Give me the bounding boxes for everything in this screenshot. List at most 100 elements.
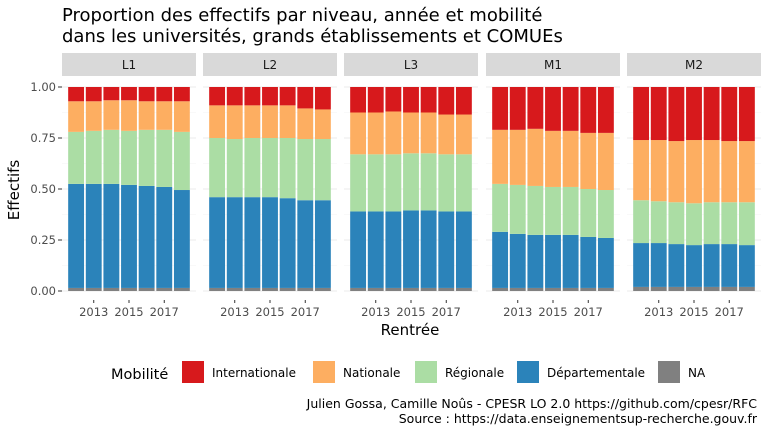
legend-item: Nationale bbox=[313, 361, 400, 383]
bar-segment-nationale bbox=[85, 101, 102, 131]
bar-segment-départementale bbox=[455, 211, 472, 288]
legend-items: Internationale Nationale Régionale Départem… bbox=[182, 361, 706, 383]
bar-segment-na bbox=[173, 287, 190, 291]
facet-strip-label: L3 bbox=[404, 58, 418, 72]
bar-segment-régionale bbox=[686, 203, 702, 246]
bar-segment-régionale bbox=[580, 189, 597, 237]
bar-segment-na bbox=[403, 287, 419, 291]
legend-key bbox=[658, 361, 680, 383]
bar-segment-régionale bbox=[314, 139, 331, 201]
bar-segment-départementale bbox=[279, 198, 296, 288]
panel-L3: L3 2013 2015 2017 bbox=[344, 53, 478, 319]
bar-segment-na bbox=[438, 287, 455, 291]
bar-segment-départementale bbox=[703, 244, 720, 287]
legend-item: Régionale bbox=[415, 361, 504, 383]
bar-segment-nationale bbox=[738, 141, 755, 203]
bar-segment-internationale bbox=[138, 87, 155, 102]
legend-label: Régionale bbox=[445, 366, 504, 380]
legend-label: Internationale bbox=[212, 366, 296, 380]
bar-segment-na bbox=[686, 286, 702, 291]
bar-segment-départementale bbox=[597, 237, 614, 288]
bar-segment-internationale bbox=[297, 87, 314, 109]
bar-segment-na bbox=[138, 287, 155, 291]
bar-segment-na bbox=[562, 287, 579, 291]
bar-segment-régionale bbox=[262, 138, 278, 198]
bar-segment-internationale bbox=[279, 87, 296, 106]
bar-segment-régionale bbox=[279, 138, 296, 199]
bar-segment-nationale bbox=[686, 140, 702, 204]
bar-segment-internationale bbox=[85, 87, 102, 102]
bar-segment-nationale bbox=[403, 112, 419, 154]
bar-segment-na bbox=[650, 286, 667, 291]
y-tick-label: 0.25 bbox=[30, 233, 56, 247]
bar-segment-départementale bbox=[121, 184, 137, 288]
chart-title-line2: dans les universités, grands établisseme… bbox=[62, 26, 563, 47]
bar-segment-internationale bbox=[262, 87, 278, 106]
bar-segment-na bbox=[738, 286, 755, 291]
bar-segment-régionale bbox=[103, 129, 120, 184]
bar-segment-na bbox=[314, 287, 331, 291]
bar-segment-régionale bbox=[121, 130, 137, 185]
bar-segment-na bbox=[244, 287, 261, 291]
bar-segment-internationale bbox=[121, 87, 137, 101]
legend-key bbox=[182, 361, 204, 383]
bar-segment-na bbox=[279, 287, 296, 291]
bar-segment-internationale bbox=[103, 87, 120, 101]
bar-segment-internationale bbox=[403, 87, 419, 113]
bar-segment-régionale bbox=[703, 202, 720, 245]
bar-segment-internationale bbox=[686, 87, 702, 141]
y-tick-label: 0.50 bbox=[30, 182, 56, 196]
x-tick-label: 2013 bbox=[644, 305, 673, 319]
facet-strip bbox=[486, 53, 620, 76]
bar-segment-internationale bbox=[226, 87, 243, 106]
facet-strip bbox=[203, 53, 337, 76]
bar-segment-départementale bbox=[173, 190, 190, 288]
caption-source: Source : https://data.enseignementsup-re… bbox=[399, 411, 758, 426]
legend-title: Mobilité bbox=[111, 367, 168, 383]
bar-segment-départementale bbox=[492, 231, 509, 288]
bar-segment-internationale bbox=[455, 87, 472, 115]
bar-segment-départementale bbox=[138, 185, 155, 288]
bar-segment-internationale bbox=[173, 87, 190, 102]
bar-segment-internationale bbox=[545, 87, 561, 131]
bar-segment-régionale bbox=[297, 139, 314, 201]
x-tick-label: 2013 bbox=[79, 305, 108, 319]
bar-segment-na bbox=[455, 287, 472, 291]
bar-segment-régionale bbox=[226, 139, 243, 198]
bar-segment-régionale bbox=[633, 200, 650, 244]
bar-segment-régionale bbox=[492, 183, 509, 232]
bar-segment-nationale bbox=[597, 132, 614, 191]
bar-segment-na bbox=[527, 287, 544, 291]
bar-segment-régionale bbox=[385, 154, 402, 212]
bar-segment-nationale bbox=[121, 100, 137, 131]
x-axis-title: Rentrée bbox=[381, 321, 440, 339]
bar-segment-régionale bbox=[138, 129, 155, 186]
bar-segment-nationale bbox=[385, 111, 402, 155]
bar-segment-nationale bbox=[350, 112, 367, 155]
bar-segment-internationale bbox=[385, 87, 402, 112]
bar-segment-régionale bbox=[85, 130, 102, 184]
facet-strip-label: M1 bbox=[544, 58, 562, 72]
x-tick-label: 2017 bbox=[291, 305, 320, 319]
bar-segment-régionale bbox=[367, 154, 384, 212]
bar-segment-nationale bbox=[562, 130, 579, 187]
bar-segment-na bbox=[367, 287, 384, 291]
caption-credits: Julien Gossa, Camille Noûs - CPESR LO 2.… bbox=[306, 396, 758, 411]
panel-L1: L1 2013 2015 2017 bbox=[62, 53, 196, 319]
facet-strip-label: L2 bbox=[263, 58, 277, 72]
bar-segment-départementale bbox=[297, 200, 314, 288]
bar-segment-départementale bbox=[686, 245, 702, 287]
bar-segment-nationale bbox=[226, 105, 243, 140]
bar-segment-internationale bbox=[668, 87, 685, 142]
bar-segment-nationale bbox=[420, 112, 437, 154]
bar-segment-na bbox=[492, 287, 509, 291]
bar-segment-internationale bbox=[367, 87, 384, 113]
bar-segment-internationale bbox=[597, 87, 614, 133]
bar-segment-départementale bbox=[103, 183, 120, 288]
bar-segment-départementale bbox=[650, 243, 667, 287]
bar-segment-nationale bbox=[138, 101, 155, 130]
bar-segment-départementale bbox=[226, 197, 243, 288]
bar-segment-nationale bbox=[68, 101, 85, 132]
bar-segment-nationale bbox=[367, 112, 384, 155]
bar-segment-na bbox=[121, 287, 137, 291]
